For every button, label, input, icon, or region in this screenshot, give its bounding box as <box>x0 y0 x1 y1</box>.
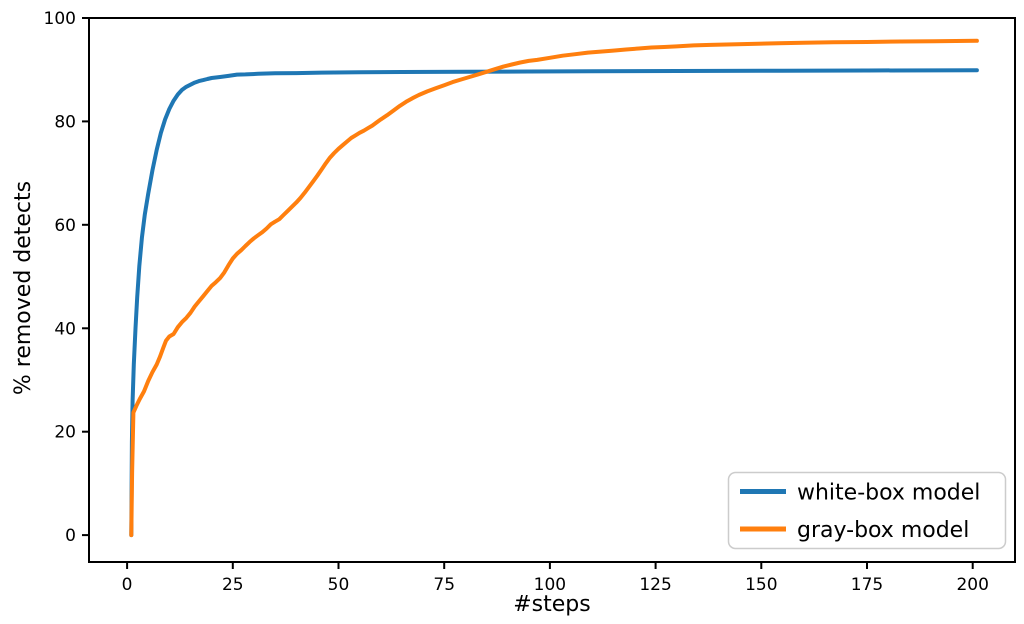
x-tick-label: 175 <box>851 575 883 595</box>
axes-frame <box>88 17 1016 563</box>
legend-label-white-box: white-box model <box>797 481 980 506</box>
x-axis-label: #steps <box>513 592 590 617</box>
plot-area: 0 25 50 75 100 125 150 175 200 0 20 40 60 80 100 <box>44 9 1016 595</box>
x-tick-label: 50 <box>328 575 350 595</box>
y-tick-label: 60 <box>54 216 76 236</box>
x-tick-label: 200 <box>956 575 988 595</box>
x-tick-label: 75 <box>433 575 455 595</box>
y-tick-label: 0 <box>65 526 76 546</box>
y-tick-label: 80 <box>54 112 76 132</box>
x-tick-label: 0 <box>122 575 133 595</box>
y-axis-label: % removed detects <box>11 181 36 395</box>
x-tick-label: 125 <box>639 575 671 595</box>
x-tick-label: 100 <box>534 575 566 595</box>
legend-label-gray-box: gray-box model <box>797 518 969 543</box>
legend-box <box>727 471 1007 550</box>
y-tick-label: 100 <box>44 9 76 29</box>
series-line-white-box-model <box>129 68 979 538</box>
series-line-gray-box-model <box>129 38 979 538</box>
x-tick-label: 25 <box>222 575 244 595</box>
y-tick-label: 20 <box>54 423 76 443</box>
y-tick-label: 40 <box>54 319 76 339</box>
x-tick-label: 150 <box>745 575 777 595</box>
legend: white-box model gray-box model <box>727 471 1007 550</box>
